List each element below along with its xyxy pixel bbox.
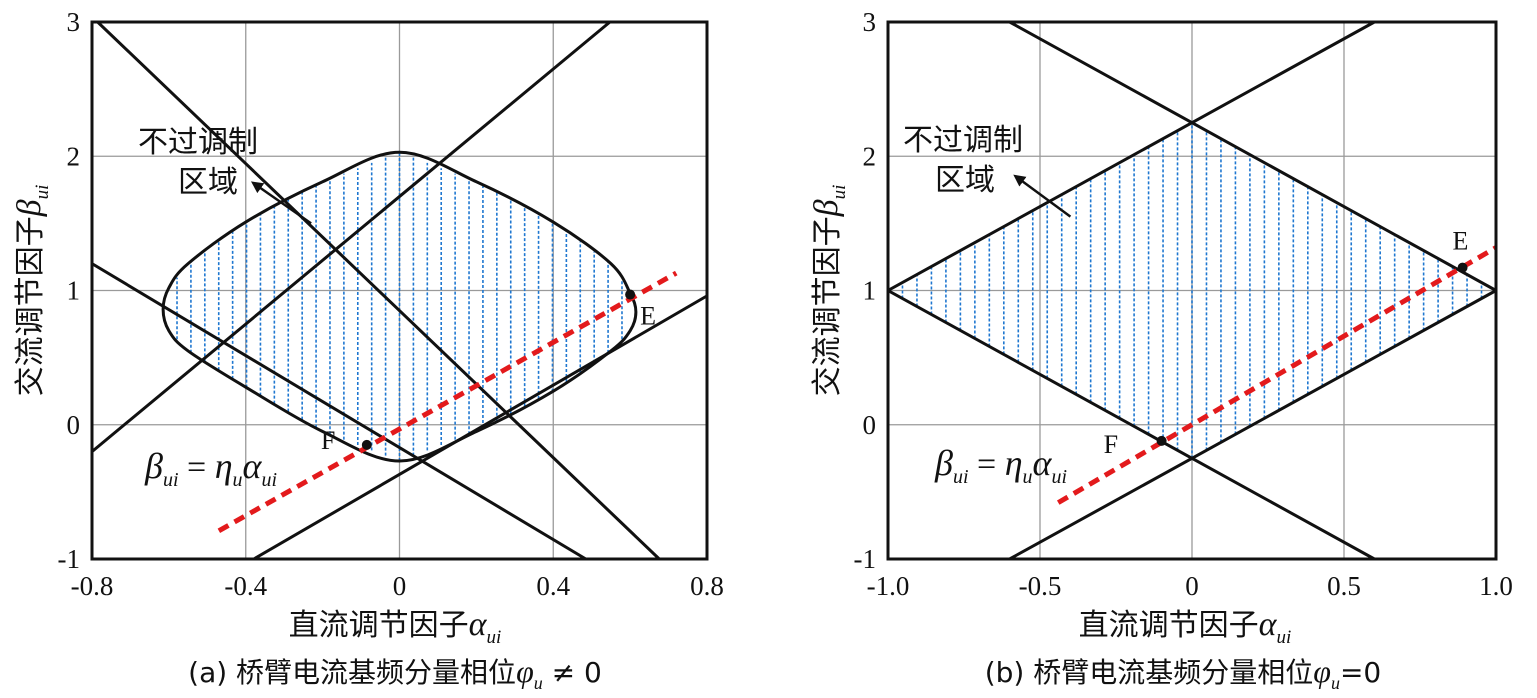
y-tick-label: 2: [67, 141, 81, 171]
x-tick-label: 0.5: [1327, 571, 1361, 601]
eq-alpha-sub: ui: [1051, 466, 1067, 488]
axes-frame: [886, 20, 1498, 561]
region-arrow: [1013, 174, 1072, 218]
region-boundary-curve: [161, 150, 638, 463]
eq-eta-sub: u: [1023, 466, 1033, 488]
y-axis-label: 交流调节因子βui: [808, 185, 850, 397]
y-axis-label-text: 交流调节因子: [13, 216, 48, 396]
boundary-line-upper-falling: [1008, 20, 1497, 292]
eq-equals: =: [969, 446, 1005, 483]
x-axis-label-symbol: α: [1259, 606, 1278, 643]
figure-caption: (b) 桥臂电流基频分量相位φu=0: [985, 653, 1382, 693]
caption-relation: ≠ 0: [543, 656, 602, 689]
caption-phi-symbol: φ: [516, 653, 534, 689]
y-axis-label-text: 交流调节因子: [810, 216, 845, 396]
x-axis-label-subscript: ui: [487, 627, 502, 648]
x-tick-label: 0: [393, 571, 407, 601]
eq-beta: β: [934, 443, 953, 483]
eq-equals: =: [179, 449, 215, 486]
point-label-E: E: [640, 302, 656, 331]
y-tick-label: 1: [67, 276, 81, 306]
eq-eta: η: [1005, 443, 1023, 483]
region-label-line1: 不过调制: [903, 123, 1023, 158]
caption-relation: =0: [1340, 656, 1381, 689]
y-tick-label: 0: [67, 410, 81, 440]
x-axis-label-subscript: ui: [1277, 627, 1292, 648]
eq-alpha-sub: ui: [261, 469, 277, 491]
y-axis-label-symbol: β: [808, 199, 845, 217]
operating-line: [217, 270, 678, 533]
point-marker-F: [361, 439, 372, 450]
eq-beta-sub: ui: [953, 466, 969, 488]
boundary-line-lower-rising: [253, 294, 708, 561]
region-label-line1: 不过调制: [138, 125, 258, 160]
point-label-F: F: [1104, 430, 1118, 459]
y-tick-label: 1: [863, 276, 877, 306]
y-axis-label-subscript: ui: [829, 185, 850, 200]
caption-text: (a) 桥臂电流基频分量相位: [188, 656, 516, 689]
y-axis-label-symbol: β: [11, 199, 48, 217]
point-marker-E: [625, 289, 636, 300]
boundary-line-upper-rising: [91, 20, 611, 453]
x-axis-label-symbol: α: [469, 606, 488, 643]
boundary-line-upper-falling: [96, 20, 661, 561]
eq-alpha: α: [1033, 443, 1053, 483]
line-equation-label: βui = ηuαui: [934, 443, 1067, 488]
caption-phi-subscript: u: [534, 673, 543, 693]
eq-beta-sub: ui: [163, 469, 179, 491]
region-label-line2: 区域: [935, 163, 995, 198]
x-axis-label-text: 直流调节因子: [289, 608, 469, 643]
x-axis-label-text: 直流调节因子: [1079, 608, 1259, 643]
y-axis-label: 交流调节因子βui: [11, 185, 53, 397]
x-tick-label: -0.5: [1019, 571, 1062, 601]
point-marker-E: [1457, 262, 1468, 273]
point-label-E: E: [1453, 227, 1469, 256]
x-tick-label: -1.0: [867, 571, 910, 601]
eq-eta: η: [215, 446, 233, 486]
y-axis-label-subscript: ui: [32, 185, 53, 200]
boundary-line-upper-rising: [887, 20, 1376, 292]
operating-line: [1056, 245, 1498, 505]
x-tick-label: -0.4: [224, 571, 267, 601]
point-marker-F: [1156, 435, 1167, 446]
x-axis-label: 直流调节因子αui: [289, 606, 502, 648]
caption-text: (b) 桥臂电流基频分量相位: [985, 656, 1314, 689]
x-tick-label: 0: [1185, 571, 1199, 601]
caption-phi-subscript: u: [1331, 673, 1340, 693]
eq-beta: β: [144, 446, 163, 486]
y-tick-label: 0: [863, 410, 877, 440]
eq-eta-sub: u: [233, 469, 243, 491]
line-equation-label: βui = ηuαui: [144, 446, 277, 491]
y-tick-label: 3: [863, 7, 877, 37]
caption-phi-symbol: φ: [1313, 653, 1331, 689]
x-tick-label: 0.8: [690, 571, 724, 601]
axes-frame: [90, 20, 709, 561]
region-label-line2: 区域: [178, 165, 238, 200]
region-arrow: [250, 181, 312, 225]
boundary-line-lower-falling: [887, 289, 1376, 561]
y-tick-label: 2: [863, 141, 877, 171]
boundary-line-lower-falling: [91, 262, 587, 561]
eq-alpha: α: [243, 446, 263, 486]
y-tick-label: -1: [854, 544, 877, 574]
boundary-line-lower-rising: [1008, 289, 1497, 561]
x-tick-label: -0.8: [71, 571, 114, 601]
x-tick-label: 1.0: [1479, 571, 1513, 601]
x-tick-label: 0.4: [536, 571, 570, 601]
y-tick-label: -1: [58, 544, 81, 574]
figure-caption: (a) 桥臂电流基频分量相位φu ≠ 0: [188, 653, 602, 693]
point-label-F: F: [321, 426, 335, 455]
x-axis-label: 直流调节因子αui: [1079, 606, 1292, 648]
y-tick-label: 3: [67, 7, 81, 37]
